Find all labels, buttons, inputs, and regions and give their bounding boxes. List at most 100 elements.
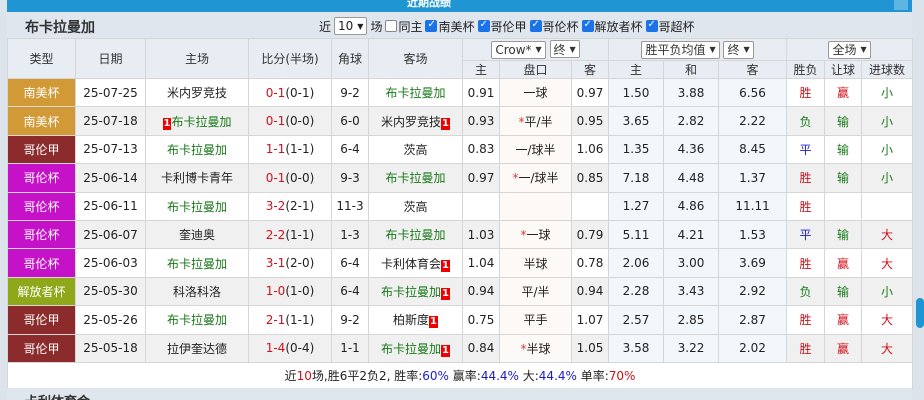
league-type[interactable]: 南美杯 <box>7 106 76 136</box>
handicap-cell: 一球 <box>499 77 572 108</box>
away-cell: 茨高 <box>368 134 463 165</box>
eu-away-odds: 2.87 <box>718 305 788 335</box>
away-team[interactable]: 茨高 <box>403 199 428 214</box>
table-row: 哥伦杯 25-06-11 布卡拉曼加 3-2(2-1) 11-3 茨高 1.27… <box>7 191 914 221</box>
home-team[interactable]: 拉伊奎达德 <box>166 341 227 356</box>
home-team[interactable]: 布卡拉曼加 <box>166 142 227 157</box>
table-row: 哥伦杯 25-06-07 奎迪奥 2-2(1-1) 1-3 布卡拉曼加 1.03… <box>7 219 914 250</box>
eu-draw-odds: 4.36 <box>663 134 720 165</box>
filter-4[interactable]: 解放者杯 <box>581 18 643 35</box>
away-team[interactable]: 布卡拉曼加 <box>385 228 446 243</box>
next-section-header: 卡利体育会 <box>7 388 912 400</box>
league-type[interactable]: 哥伦甲 <box>7 333 76 363</box>
period-select[interactable]: 全场 ▼ <box>828 40 871 59</box>
half-score: (1-1) <box>285 142 315 157</box>
score-cell[interactable]: 1-0(1-0) <box>248 276 332 307</box>
league-type[interactable]: 解放者杯 <box>7 276 76 307</box>
company-select[interactable]: Crow* ▼ <box>491 40 546 59</box>
header-home: 主场 <box>145 38 249 79</box>
ah-away-odds: 0.97 <box>570 77 610 108</box>
checkbox[interactable] <box>581 19 594 32</box>
handicap-result: 输 <box>824 134 863 165</box>
checkbox[interactable] <box>529 19 542 32</box>
handicap-cell: *半球 <box>499 333 572 363</box>
score-cell[interactable]: 3-1(2-0) <box>248 248 332 278</box>
home-team[interactable]: 科洛科洛 <box>172 284 221 299</box>
window-title: 近期战绩 <box>407 0 451 9</box>
filter-0[interactable]: 同主 <box>385 18 422 35</box>
result: 胜 <box>786 333 826 363</box>
half-score: (1-1) <box>285 312 315 327</box>
checkbox[interactable] <box>425 19 438 32</box>
over-rate: 44.4% <box>538 368 577 383</box>
recent-label: 近 <box>319 19 332 34</box>
score-cell[interactable]: 0-1(0-0) <box>248 106 332 136</box>
handicap-result: 赢 <box>824 248 863 278</box>
home-team[interactable]: 卡利博卡青年 <box>160 171 233 186</box>
star-icon: * <box>520 228 527 243</box>
away-team[interactable]: 卡利体育会 <box>381 256 442 271</box>
home-team[interactable]: 布卡拉曼加 <box>171 114 232 129</box>
score-cell[interactable]: 0-1(0-0) <box>248 163 332 193</box>
odds-stage-select[interactable]: 终 ▼ <box>723 40 754 59</box>
eu-home-odds: 3.65 <box>608 106 665 136</box>
score: 2-2 <box>265 227 286 242</box>
away-team[interactable]: 柏斯度 <box>393 313 430 328</box>
filter-2[interactable]: 哥伦甲 <box>477 18 527 35</box>
home-team[interactable]: 布卡拉曼加 <box>166 313 227 328</box>
handicap: 一/球半 <box>515 142 556 157</box>
away-cell: 布卡拉曼加 <box>368 219 463 250</box>
home-team[interactable]: 布卡拉曼加 <box>166 199 227 214</box>
home-team[interactable]: 米内罗竞技 <box>166 86 227 101</box>
away-team[interactable]: 米内罗竞技 <box>381 114 442 129</box>
half-score: (2-0) <box>285 256 315 271</box>
score-cell[interactable]: 1-4(0-4) <box>248 333 332 363</box>
away-team[interactable]: 布卡拉曼加 <box>381 284 442 299</box>
away-team[interactable]: 布卡拉曼加 <box>385 86 446 101</box>
league-type[interactable]: 哥伦甲 <box>7 305 76 335</box>
score-cell[interactable]: 0-1(0-1) <box>248 77 332 108</box>
handicap-cell: 平/半 <box>499 276 572 307</box>
scrollbar[interactable] <box>916 298 924 328</box>
away-cell: 柏斯度1 <box>368 305 463 335</box>
match-count-select[interactable]: 10 ▼ <box>334 17 368 35</box>
filter-5[interactable]: 哥超杯 <box>645 18 695 35</box>
eu-away-odds: 11.11 <box>718 191 788 221</box>
checkbox[interactable] <box>385 20 398 32</box>
league-type[interactable]: 哥伦杯 <box>7 219 76 250</box>
home-cell: 卡利博卡青年 <box>145 163 249 193</box>
odds-stage-value: 终 <box>727 43 740 57</box>
eu-draw-odds: 3.22 <box>663 333 720 363</box>
corners: 6-4 <box>331 276 369 307</box>
close-icon[interactable] <box>894 0 908 10</box>
home-team[interactable]: 布卡拉曼加 <box>166 256 227 271</box>
result: 胜 <box>786 163 826 193</box>
score: 0-1 <box>265 85 286 100</box>
league-type[interactable]: 哥伦甲 <box>7 134 76 165</box>
score-cell[interactable]: 3-2(2-1) <box>248 191 332 221</box>
away-team[interactable]: 布卡拉曼加 <box>381 341 442 356</box>
away-team[interactable]: 茨高 <box>403 142 428 157</box>
company-stage-select[interactable]: 终 ▼ <box>549 40 580 59</box>
score-cell[interactable]: 2-2(1-1) <box>248 219 332 250</box>
filter-3[interactable]: 哥伦杯 <box>529 18 579 35</box>
filter-label: 哥伦甲 <box>490 19 527 34</box>
league-type[interactable]: 南美杯 <box>7 77 76 108</box>
checkbox[interactable] <box>645 19 658 32</box>
star-icon: * <box>520 341 527 356</box>
league-type[interactable]: 哥伦杯 <box>7 191 76 221</box>
away-team[interactable]: 布卡拉曼加 <box>385 171 446 186</box>
eu-draw-odds: 2.82 <box>663 106 720 136</box>
odds-type-select[interactable]: 胜平负均值 ▼ <box>641 40 720 59</box>
checkbox[interactable] <box>477 19 490 32</box>
home-team[interactable]: 奎迪奥 <box>178 228 215 243</box>
league-type[interactable]: 哥伦杯 <box>7 248 76 278</box>
eu-away-odds: 3.69 <box>718 248 788 278</box>
league-type[interactable]: 哥伦杯 <box>7 163 76 193</box>
corners: 6-0 <box>331 106 369 136</box>
chevron-down-icon: ▼ <box>709 45 716 54</box>
filter-1[interactable]: 南美杯 <box>425 18 475 35</box>
table-row: 哥伦甲 25-05-26 布卡拉曼加 2-1(1-1) 9-2 柏斯度1 0.7… <box>7 305 914 335</box>
score-cell[interactable]: 2-1(1-1) <box>248 305 332 335</box>
score-cell[interactable]: 1-1(1-1) <box>248 134 332 165</box>
